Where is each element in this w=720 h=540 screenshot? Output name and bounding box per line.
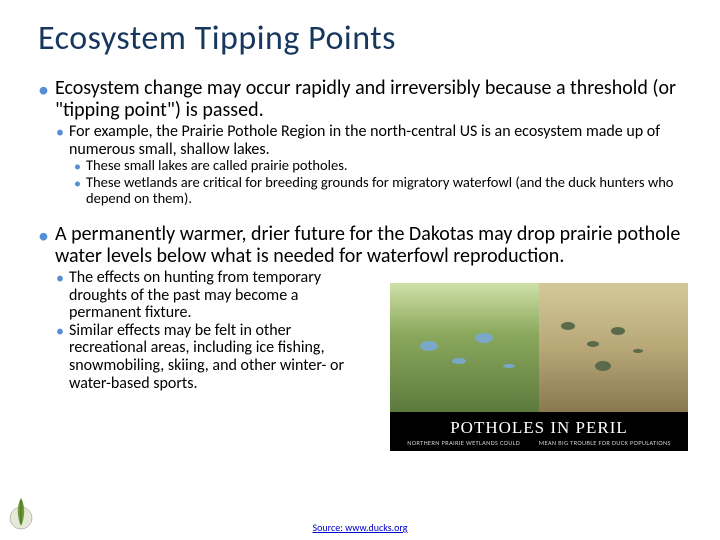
bullet-text: Similar effects may be felt in other rec… — [69, 322, 368, 392]
bullet-text: The effects on hunting from temporary dr… — [69, 269, 368, 322]
image-right-panel — [539, 283, 688, 412]
potholes-image: POTHOLES IN PERIL NORTHERN PRAIRIE WETLA… — [390, 283, 688, 451]
bullet-icon: • — [56, 270, 64, 288]
bullet-sub-2a: • The effects on hunting from temporary … — [56, 269, 368, 322]
caption-sub-right: MEAN BIG TROUBLE FOR DUCK POPULATIONS — [539, 439, 671, 447]
slide: Ecosystem Tipping Points • Ecosystem cha… — [0, 0, 720, 540]
bullet-icon: • — [38, 225, 49, 247]
source-link[interactable]: Source: www.ducks.org — [0, 521, 720, 534]
bullet-subsub-1b: • These wetlands are critical for breedi… — [74, 175, 682, 207]
bullet-icon: • — [74, 159, 81, 175]
bullet-icon: • — [56, 124, 64, 142]
bullet-sub-2b: • Similar effects may be felt in other r… — [56, 322, 368, 392]
image-caption-main: POTHOLES IN PERIL — [398, 418, 680, 438]
bullet-text: These small lakes are called prairie pot… — [86, 158, 348, 174]
caption-sub-left: NORTHERN PRAIRIE WETLANDS COULD — [407, 439, 520, 447]
image-caption: POTHOLES IN PERIL NORTHERN PRAIRIE WETLA… — [390, 412, 688, 451]
bullet-text: For example, the Prairie Pothole Region … — [69, 123, 682, 158]
image-caption-sub: NORTHERN PRAIRIE WETLANDS COULD MEAN BIG… — [398, 439, 680, 447]
image-left-panel — [390, 283, 539, 412]
bullet-sub-1: • For example, the Prairie Pothole Regio… — [56, 123, 682, 158]
bullet-icon: • — [56, 323, 64, 341]
footer-logo-icon — [8, 490, 34, 530]
image-photo-area — [390, 283, 688, 412]
bullet-icon: • — [74, 176, 81, 192]
bullet-text: Ecosystem change may occur rapidly and i… — [55, 77, 682, 121]
slide-title: Ecosystem Tipping Points — [38, 18, 682, 59]
bullet-icon: • — [38, 79, 49, 101]
lower-section: • A permanently warmer, drier future for… — [38, 223, 682, 392]
bullet-main-2: • A permanently warmer, drier future for… — [38, 223, 682, 267]
bullet-text: These wetlands are critical for breeding… — [86, 175, 682, 207]
bullet-text: A permanently warmer, drier future for t… — [55, 223, 682, 267]
bullet-main-1: • Ecosystem change may occur rapidly and… — [38, 77, 682, 121]
